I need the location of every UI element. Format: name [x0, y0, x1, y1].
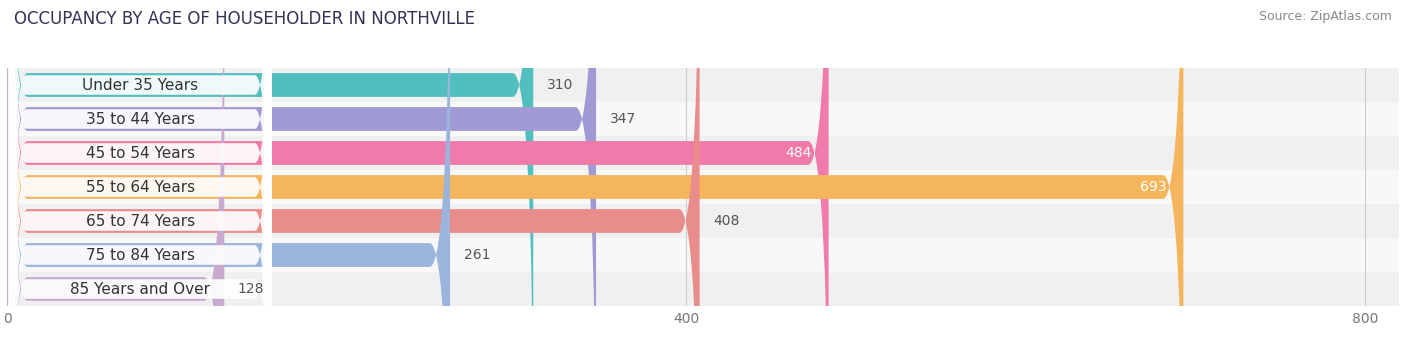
Text: 693: 693 — [1140, 180, 1167, 194]
FancyBboxPatch shape — [8, 0, 271, 340]
Text: 347: 347 — [610, 112, 636, 126]
FancyBboxPatch shape — [8, 0, 271, 340]
Bar — [7, 238, 1399, 272]
FancyBboxPatch shape — [7, 0, 225, 340]
Text: 310: 310 — [547, 78, 574, 92]
Text: 128: 128 — [238, 282, 264, 296]
Text: 45 to 54 Years: 45 to 54 Years — [86, 146, 195, 160]
Text: 408: 408 — [713, 214, 740, 228]
FancyBboxPatch shape — [8, 0, 271, 340]
FancyBboxPatch shape — [7, 0, 450, 340]
Text: Under 35 Years: Under 35 Years — [82, 78, 198, 92]
Text: 65 to 74 Years: 65 to 74 Years — [86, 214, 195, 228]
Text: 484: 484 — [786, 146, 811, 160]
Bar — [7, 272, 1399, 306]
FancyBboxPatch shape — [8, 0, 271, 340]
FancyBboxPatch shape — [7, 0, 596, 340]
Text: 75 to 84 Years: 75 to 84 Years — [86, 248, 195, 262]
FancyBboxPatch shape — [7, 0, 1184, 340]
FancyBboxPatch shape — [8, 0, 271, 340]
Bar — [7, 136, 1399, 170]
Text: 35 to 44 Years: 35 to 44 Years — [86, 112, 195, 126]
Text: OCCUPANCY BY AGE OF HOUSEHOLDER IN NORTHVILLE: OCCUPANCY BY AGE OF HOUSEHOLDER IN NORTH… — [14, 10, 475, 28]
Bar — [7, 68, 1399, 102]
Bar — [7, 204, 1399, 238]
Bar — [7, 170, 1399, 204]
Bar — [7, 102, 1399, 136]
FancyBboxPatch shape — [8, 0, 271, 340]
Text: 261: 261 — [464, 248, 491, 262]
FancyBboxPatch shape — [7, 0, 828, 340]
FancyBboxPatch shape — [7, 0, 533, 340]
Text: Source: ZipAtlas.com: Source: ZipAtlas.com — [1258, 10, 1392, 23]
FancyBboxPatch shape — [7, 0, 700, 340]
Text: 55 to 64 Years: 55 to 64 Years — [86, 180, 195, 194]
FancyBboxPatch shape — [8, 0, 271, 340]
Text: 85 Years and Over: 85 Years and Over — [70, 282, 211, 296]
